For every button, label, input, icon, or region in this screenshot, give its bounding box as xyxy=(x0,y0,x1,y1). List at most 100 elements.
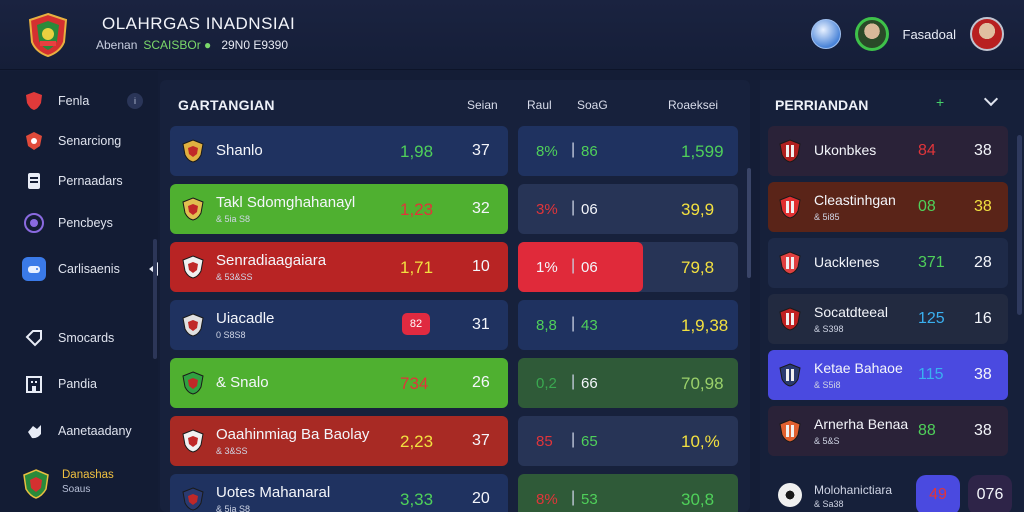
sidebar-item-carlisaenis[interactable]: Carlisaenis xyxy=(22,256,120,282)
score-value: 82 xyxy=(402,313,430,335)
soccer-ball-icon xyxy=(778,483,802,507)
score-value: 1,98 xyxy=(400,142,434,161)
team-name: Uotes Mahanaral xyxy=(216,484,331,501)
column-header[interactable]: Raul xyxy=(527,98,552,112)
percent-value: 1% xyxy=(536,259,558,276)
list-item[interactable]: Socatdteeal & S398 125 16 xyxy=(768,294,1008,344)
points-value: 86 xyxy=(581,143,598,160)
stat-value: 20 xyxy=(472,490,490,507)
team-meta: & 3&SS xyxy=(216,446,248,456)
score-value: 2,23 xyxy=(400,432,434,451)
list-item[interactable]: Ketae Bahaoe & S5i8 115 38 xyxy=(768,350,1008,400)
table-row-stats[interactable]: 0,2 | 66 70,98 xyxy=(518,358,738,408)
team-crest-icon xyxy=(180,428,206,454)
stat-value: 37 xyxy=(472,432,490,449)
table-row[interactable]: Uotes Mahanaral & 5ia S8 3,33 20 xyxy=(170,474,508,512)
sidebar: Fenla i Senarciong Pernaadars Pencbeys C… xyxy=(0,71,158,512)
hand-icon xyxy=(22,419,46,443)
avatar[interactable] xyxy=(970,17,1004,51)
points-value: 65 xyxy=(581,433,598,450)
team-name: Senradiaagaiara xyxy=(216,252,327,269)
app-subtitle: Abenan SCAISBOr ● 29N0 E9390 xyxy=(96,38,288,52)
sidebar-item-smocards[interactable]: Smocards xyxy=(22,325,114,351)
table-row-stats[interactable]: 8% | 53 30,8 xyxy=(518,474,738,512)
team-crest-icon xyxy=(180,196,206,222)
stat-value: 32 xyxy=(472,200,490,217)
list-item[interactable]: Uacklenes 371 28 xyxy=(768,238,1008,288)
team-name: Oaahinmiag Ba Baolay xyxy=(216,426,370,443)
table-row-stats[interactable]: 8,8 | 43 1,9,38 xyxy=(518,300,738,350)
table-row[interactable]: Shanlo 1,98 37 xyxy=(170,126,508,176)
stat-value: 38 xyxy=(974,198,992,215)
sidebar-item-label: Fenla xyxy=(58,94,90,108)
sidebar-item-pandia[interactable]: Pandia xyxy=(22,371,97,397)
user-name[interactable]: Fasadoal xyxy=(902,26,956,42)
table-row[interactable]: Uiacadle 0 S8S8 82 31 xyxy=(170,300,508,350)
table-row-stats[interactable]: 1% | 06 79,8 xyxy=(518,242,738,292)
table-row[interactable]: Oaahinmiag Ba Baolay & 3&SS 2,23 37 xyxy=(170,416,508,466)
ball-icon[interactable] xyxy=(810,19,841,49)
table-row[interactable]: & Snalo 734 26 xyxy=(170,358,508,408)
total-value: 1,9,38 xyxy=(681,316,729,335)
plus-icon[interactable]: + xyxy=(936,94,945,110)
sidebar-item-sublabel: Soaus xyxy=(62,484,91,495)
chevron-down-icon[interactable] xyxy=(983,91,999,107)
team-name: Takl Sdomghahanayl xyxy=(216,194,356,211)
team-crest-icon xyxy=(778,419,802,443)
stat-value: 38 xyxy=(974,142,992,159)
table-row-stats[interactable]: 85 | 65 10,% xyxy=(518,416,738,466)
sidebar-item-label: Pernaadars xyxy=(58,174,123,188)
avatar[interactable] xyxy=(854,17,889,51)
table-row-stats[interactable]: 8% | 86 1,599 xyxy=(518,126,738,176)
info-icon[interactable]: i xyxy=(127,93,143,109)
sidebar-item-aanetaadany[interactable]: Aanetaadany xyxy=(22,418,132,444)
percent-value: 8% xyxy=(536,491,558,508)
list-item[interactable]: Arnerha Benaa & 5&S 88 38 xyxy=(768,406,1008,456)
column-header[interactable]: Seian xyxy=(467,98,498,112)
team-crest-icon xyxy=(778,363,802,387)
sidebar-item-danashas[interactable]: Danashas Soaus xyxy=(22,469,114,499)
points-value: 06 xyxy=(581,201,598,218)
sidebar-scrollbar[interactable] xyxy=(153,239,157,359)
list-item[interactable]: Cleastinhgan & 5i85 08 38 xyxy=(768,182,1008,232)
table-row[interactable]: Senradiaagaiara & 53&SS 1,71 10 xyxy=(170,242,508,292)
team-name: Uiacadle xyxy=(216,310,275,327)
score-value: 88 xyxy=(918,422,936,439)
score-value: 84 xyxy=(918,142,936,159)
stat-value: 38 xyxy=(974,366,992,383)
sidebar-item-pencbeys[interactable]: Pencbeys xyxy=(22,210,113,236)
sidebar-item-senarciong[interactable]: Senarciong xyxy=(22,128,121,154)
column-header[interactable]: Roaeksei xyxy=(668,98,719,112)
score-pill[interactable]: 49 xyxy=(916,475,960,512)
score-value: 1,23 xyxy=(400,200,434,219)
right-scrollbar[interactable] xyxy=(1017,135,1022,315)
team-meta: & S5i8 xyxy=(814,380,841,390)
team-meta: & 5&S xyxy=(814,436,840,446)
separator: | xyxy=(571,373,576,390)
crest-icon xyxy=(22,469,50,499)
list-item[interactable]: Molohanictiara & Sa38 xyxy=(768,475,908,512)
table-row[interactable]: Takl Sdomghahanayl & 5ia S8 1,23 32 xyxy=(170,184,508,234)
team-crest-icon xyxy=(180,486,206,512)
list-item[interactable]: Ukonbkes 84 38 xyxy=(768,126,1008,176)
percent-value: 85 xyxy=(536,433,553,450)
separator: | xyxy=(571,257,576,274)
team-name: Ukonbkes xyxy=(814,142,877,158)
separator: | xyxy=(571,141,576,158)
table-row-stats[interactable]: 3% | 06 39,9 xyxy=(518,184,738,234)
column-header[interactable]: SoaG xyxy=(577,98,608,112)
tag-icon xyxy=(22,326,46,350)
main-scrollbar[interactable] xyxy=(747,168,751,278)
crest-logo[interactable] xyxy=(26,12,70,58)
score-pill[interactable]: 076 xyxy=(968,475,1012,512)
stat-value: 16 xyxy=(974,310,992,327)
stat-value: 26 xyxy=(472,374,490,391)
sidebar-item-label: Danashas xyxy=(62,469,114,481)
points-value: 06 xyxy=(581,259,598,276)
panel-title: GARTANGIAN xyxy=(178,97,275,113)
total-value: 30,8 xyxy=(681,490,715,509)
sidebar-item-pernaadars[interactable]: Pernaadars xyxy=(22,168,123,194)
sidebar-item-fenla[interactable]: Fenla xyxy=(22,88,89,114)
separator: | xyxy=(571,315,576,332)
document-icon xyxy=(22,169,46,193)
